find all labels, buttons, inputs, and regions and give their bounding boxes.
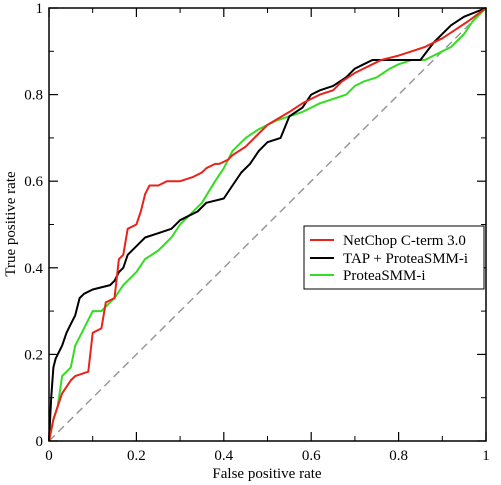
x-axis-title: False positive rate — [212, 466, 321, 482]
ticks-layer — [48, 7, 487, 442]
legend: NetChop C-term 3.0 TAP + ProteaSMM-i Pro… — [303, 225, 485, 290]
x-tick-label: 0 — [45, 448, 53, 464]
tick-labels-layer: 0 0.2 0.4 0.6 0.8 1 0 0.2 0.4 0.6 0.8 1 — [24, 1, 490, 464]
legend-label-proteasmm: ProteaSMM-i — [343, 268, 426, 284]
x-tick-label: 0.8 — [389, 448, 408, 464]
series-layer — [48, 7, 487, 442]
y-tick-label: 0.8 — [24, 88, 43, 104]
x-tick-label: 0.4 — [214, 448, 233, 464]
y-tick-label: 0.2 — [24, 347, 43, 363]
legend-label-netchop: NetChop C-term 3.0 — [343, 233, 466, 249]
series-line-tap-proteasmm — [48, 7, 487, 442]
legend-label-tap-proteasmm: TAP + ProteaSMM-i — [343, 251, 468, 267]
y-axis-title: True positive rate — [3, 171, 19, 277]
x-tick-label: 0.6 — [302, 448, 321, 464]
y-tick-label: 1 — [36, 1, 44, 17]
y-tick-label: 0.4 — [24, 261, 43, 277]
reference-line-layer — [48, 7, 487, 442]
y-tick-label: 0.6 — [24, 174, 43, 190]
diagonal-reference-line — [48, 7, 487, 442]
series-line-netchop — [48, 7, 487, 442]
x-tick-label: 1 — [482, 448, 490, 464]
y-tick-label: 0 — [36, 434, 44, 450]
x-tick-label: 0.2 — [127, 448, 146, 464]
